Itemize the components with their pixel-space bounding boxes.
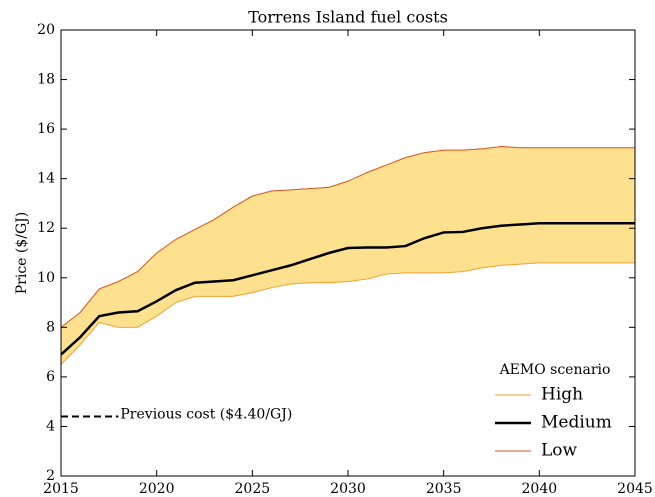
x-tick-label: 2015 [43,481,79,497]
series-line [60,145,635,328]
y-tick-label: 2 [46,468,55,484]
y-tick-label: 10 [37,270,55,286]
x-tick-label: 2045 [617,481,653,497]
x-tick-label: 2025 [235,481,271,497]
y-tick-label: 4 [46,418,55,434]
y-tick-label: 18 [37,72,55,88]
chart-title: Torrens Island fuel costs [248,8,448,27]
previous-cost-label: Previous cost ($4.40/GJ) [120,407,292,423]
range-band [61,146,635,365]
legend-label: Medium [541,413,612,433]
x-tick-label: 2020 [139,481,175,497]
y-tick-label: 8 [46,319,55,335]
x-tick-label: 2040 [522,481,558,497]
y-tick-label: 6 [46,369,55,385]
y-tick-label: 14 [37,171,55,187]
y-tick-label: 12 [37,220,55,236]
y-tick-label: 16 [37,121,55,137]
y-tick-label: 20 [37,22,55,38]
x-tick-label: 2030 [330,481,366,497]
legend-label: High [541,385,583,405]
series-line [60,262,635,365]
legend-label: Low [541,441,578,461]
y-axis-label: Price ($/GJ) [14,212,30,295]
series-line [60,222,635,356]
legend-title: AEMO scenario [499,362,611,378]
x-tick-label: 2035 [426,481,462,497]
